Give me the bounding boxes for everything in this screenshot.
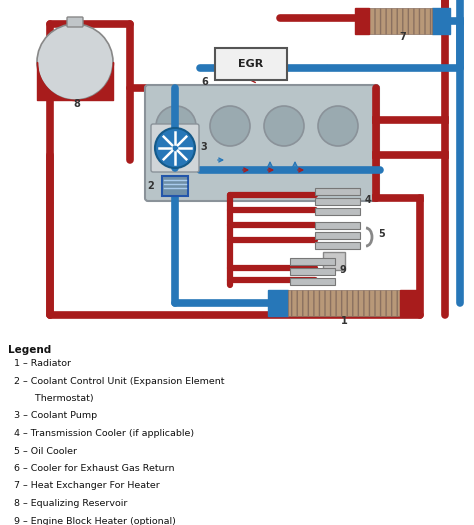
Bar	[215, 48, 287, 80]
Bar	[323, 252, 345, 270]
Text: 7: 7	[399, 32, 406, 42]
Text: 1 – Radiator: 1 – Radiator	[8, 359, 71, 368]
Text: 5: 5	[378, 229, 385, 239]
Circle shape	[210, 106, 250, 146]
Text: 6: 6	[201, 77, 209, 87]
Text: 4 – Transmission Cooler (if applicable): 4 – Transmission Cooler (if applicable)	[8, 429, 194, 438]
Text: EGR: EGR	[238, 59, 264, 69]
Text: 1: 1	[341, 316, 347, 326]
Circle shape	[156, 106, 196, 146]
Text: 9 – Engine Block Heater (optional): 9 – Engine Block Heater (optional)	[8, 517, 176, 525]
Text: 8 – Equalizing Reservoir: 8 – Equalizing Reservoir	[8, 499, 128, 508]
Bar	[400, 290, 420, 316]
Bar	[290, 268, 335, 275]
Text: 2: 2	[147, 181, 154, 191]
Bar	[432, 8, 450, 34]
Circle shape	[264, 106, 304, 146]
Bar	[290, 278, 335, 285]
Bar	[268, 290, 288, 316]
Bar	[355, 8, 369, 34]
Bar	[369, 8, 432, 34]
Text: 9: 9	[340, 265, 347, 275]
Bar	[315, 198, 360, 205]
Bar	[288, 290, 400, 316]
Circle shape	[318, 106, 358, 146]
Bar	[162, 176, 188, 196]
Text: 8: 8	[73, 99, 81, 109]
Text: 3: 3	[200, 142, 207, 152]
Bar	[315, 208, 360, 215]
Bar	[315, 242, 360, 249]
FancyBboxPatch shape	[145, 85, 379, 201]
FancyBboxPatch shape	[67, 17, 83, 27]
Text: 4: 4	[365, 195, 372, 205]
Text: 6 – Cooler for Exhaust Gas Return: 6 – Cooler for Exhaust Gas Return	[8, 464, 174, 473]
Bar	[315, 188, 360, 195]
Bar	[315, 232, 360, 239]
Text: 3 – Coolant Pump: 3 – Coolant Pump	[8, 412, 97, 421]
Circle shape	[37, 24, 113, 100]
Text: 5 – Oil Cooler: 5 – Oil Cooler	[8, 446, 77, 456]
Bar	[290, 258, 335, 265]
Text: Thermostat): Thermostat)	[8, 394, 94, 403]
Text: 2 – Coolant Control Unit (Expansion Element: 2 – Coolant Control Unit (Expansion Elem…	[8, 376, 225, 385]
Text: Legend: Legend	[8, 345, 51, 355]
FancyBboxPatch shape	[151, 124, 199, 172]
Bar	[315, 222, 360, 229]
Circle shape	[155, 128, 195, 168]
Text: 7 – Heat Exchanger For Heater: 7 – Heat Exchanger For Heater	[8, 481, 160, 490]
